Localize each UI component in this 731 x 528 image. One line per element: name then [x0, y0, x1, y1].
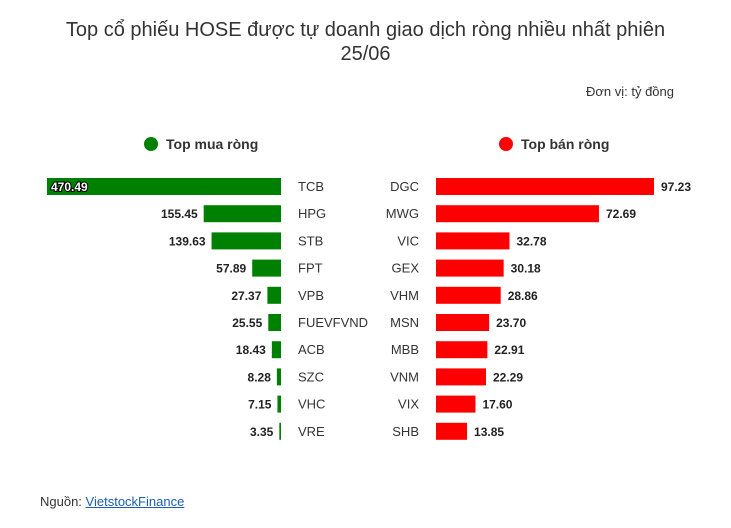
legend-sell: Top bán ròng	[499, 136, 609, 152]
buy-category-label: ACB	[298, 342, 325, 357]
sell-value-label: 32.78	[516, 234, 546, 248]
buy-bar	[268, 314, 281, 331]
sell-category-label: VNM	[390, 369, 419, 384]
buy-category-label: FUEVFVND	[298, 315, 368, 330]
buy-bar	[267, 286, 281, 304]
sell-bar	[436, 422, 468, 440]
sell-category-label: GEX	[392, 261, 420, 276]
source-link[interactable]: VietstockFinance	[85, 494, 185, 509]
sell-bar	[436, 232, 510, 250]
chart-title-line-1: Top cổ phiếu HOSE được tự doanh giao dịc…	[65, 19, 666, 41]
legend-buy-dot-icon	[144, 137, 158, 151]
buy-value-label: 3.35	[250, 425, 274, 439]
sell-bar	[436, 368, 486, 386]
buy-value-label: 25.55	[232, 316, 262, 330]
chart-title: Top cổ phiếu HOSE được tự doanh giao dịc…	[0, 18, 731, 66]
sell-bar	[436, 314, 490, 331]
sell-category-label: VHM	[390, 288, 419, 303]
buy-category-label: VRE	[298, 424, 325, 439]
sell-category-label: MBB	[391, 342, 419, 357]
buy-category-label: STB	[298, 233, 323, 248]
buy-category-label: VPB	[298, 288, 324, 303]
legend-sell-label: Top bán ròng	[521, 136, 610, 152]
sell-value-label: 23.70	[496, 316, 526, 330]
buy-bar	[203, 205, 281, 223]
buy-value-label: 7.15	[248, 398, 272, 412]
buy-category-label: VHC	[298, 397, 325, 412]
buy-category-label: FPT	[298, 261, 323, 276]
sell-category-label: DGC	[390, 179, 419, 194]
buy-value-label: 8.28	[248, 370, 272, 384]
sell-value-label: 30.18	[511, 262, 541, 276]
buy-value-label: 18.43	[236, 343, 266, 357]
sell-bar	[436, 205, 599, 223]
sell-category-label: MWG	[386, 206, 419, 221]
sell-category-label: MSN	[390, 315, 419, 330]
buy-bar	[252, 259, 281, 277]
sell-bar	[436, 341, 488, 359]
buy-value-label: 155.45	[161, 207, 198, 221]
sell-bar	[436, 395, 476, 413]
sell-category-label: VIX	[398, 397, 419, 412]
sell-bar	[436, 178, 654, 195]
buy-category-label: SZC	[298, 369, 324, 384]
buy-bar	[277, 395, 281, 413]
buy-value-label: 57.89	[216, 262, 246, 276]
buy-bar	[211, 232, 281, 250]
sell-value-label: 72.69	[606, 207, 636, 221]
sell-bar	[436, 259, 504, 277]
chart-title-line-2: 25/06	[340, 43, 391, 65]
buy-value-label: 27.37	[231, 289, 261, 303]
buy-bar	[271, 341, 281, 359]
sell-value-label: 28.86	[508, 289, 538, 303]
sell-category-label: SHB	[392, 424, 419, 439]
sell-bar	[436, 286, 501, 304]
sell-value-label: 22.91	[494, 343, 524, 357]
source-prefix: Nguồn:	[40, 494, 86, 509]
unit-label: Đơn vị: tỷ đồng	[585, 84, 674, 99]
buy-bar	[276, 368, 281, 386]
buy-category-label: HPG	[298, 206, 326, 221]
source-line: Nguồn: VietstockFinance	[40, 494, 184, 509]
sell-value-label: 17.60	[482, 398, 512, 412]
legend-buy-label: Top mua ròng	[166, 136, 259, 152]
sell-value-label: 13.85	[474, 425, 504, 439]
legend-buy: Top mua ròng	[144, 136, 258, 152]
buy-bar	[279, 422, 281, 440]
legend-sell-dot-icon	[499, 137, 513, 151]
sell-value-label: 97.23	[661, 180, 691, 194]
sell-category-label: VIC	[397, 233, 419, 248]
buy-bar	[47, 178, 281, 195]
buy-value-label: 139.63	[169, 234, 206, 248]
buy-category-label: TCB	[298, 179, 324, 194]
buy-value-label: 470.49	[51, 180, 88, 194]
sell-value-label: 22.29	[493, 370, 523, 384]
